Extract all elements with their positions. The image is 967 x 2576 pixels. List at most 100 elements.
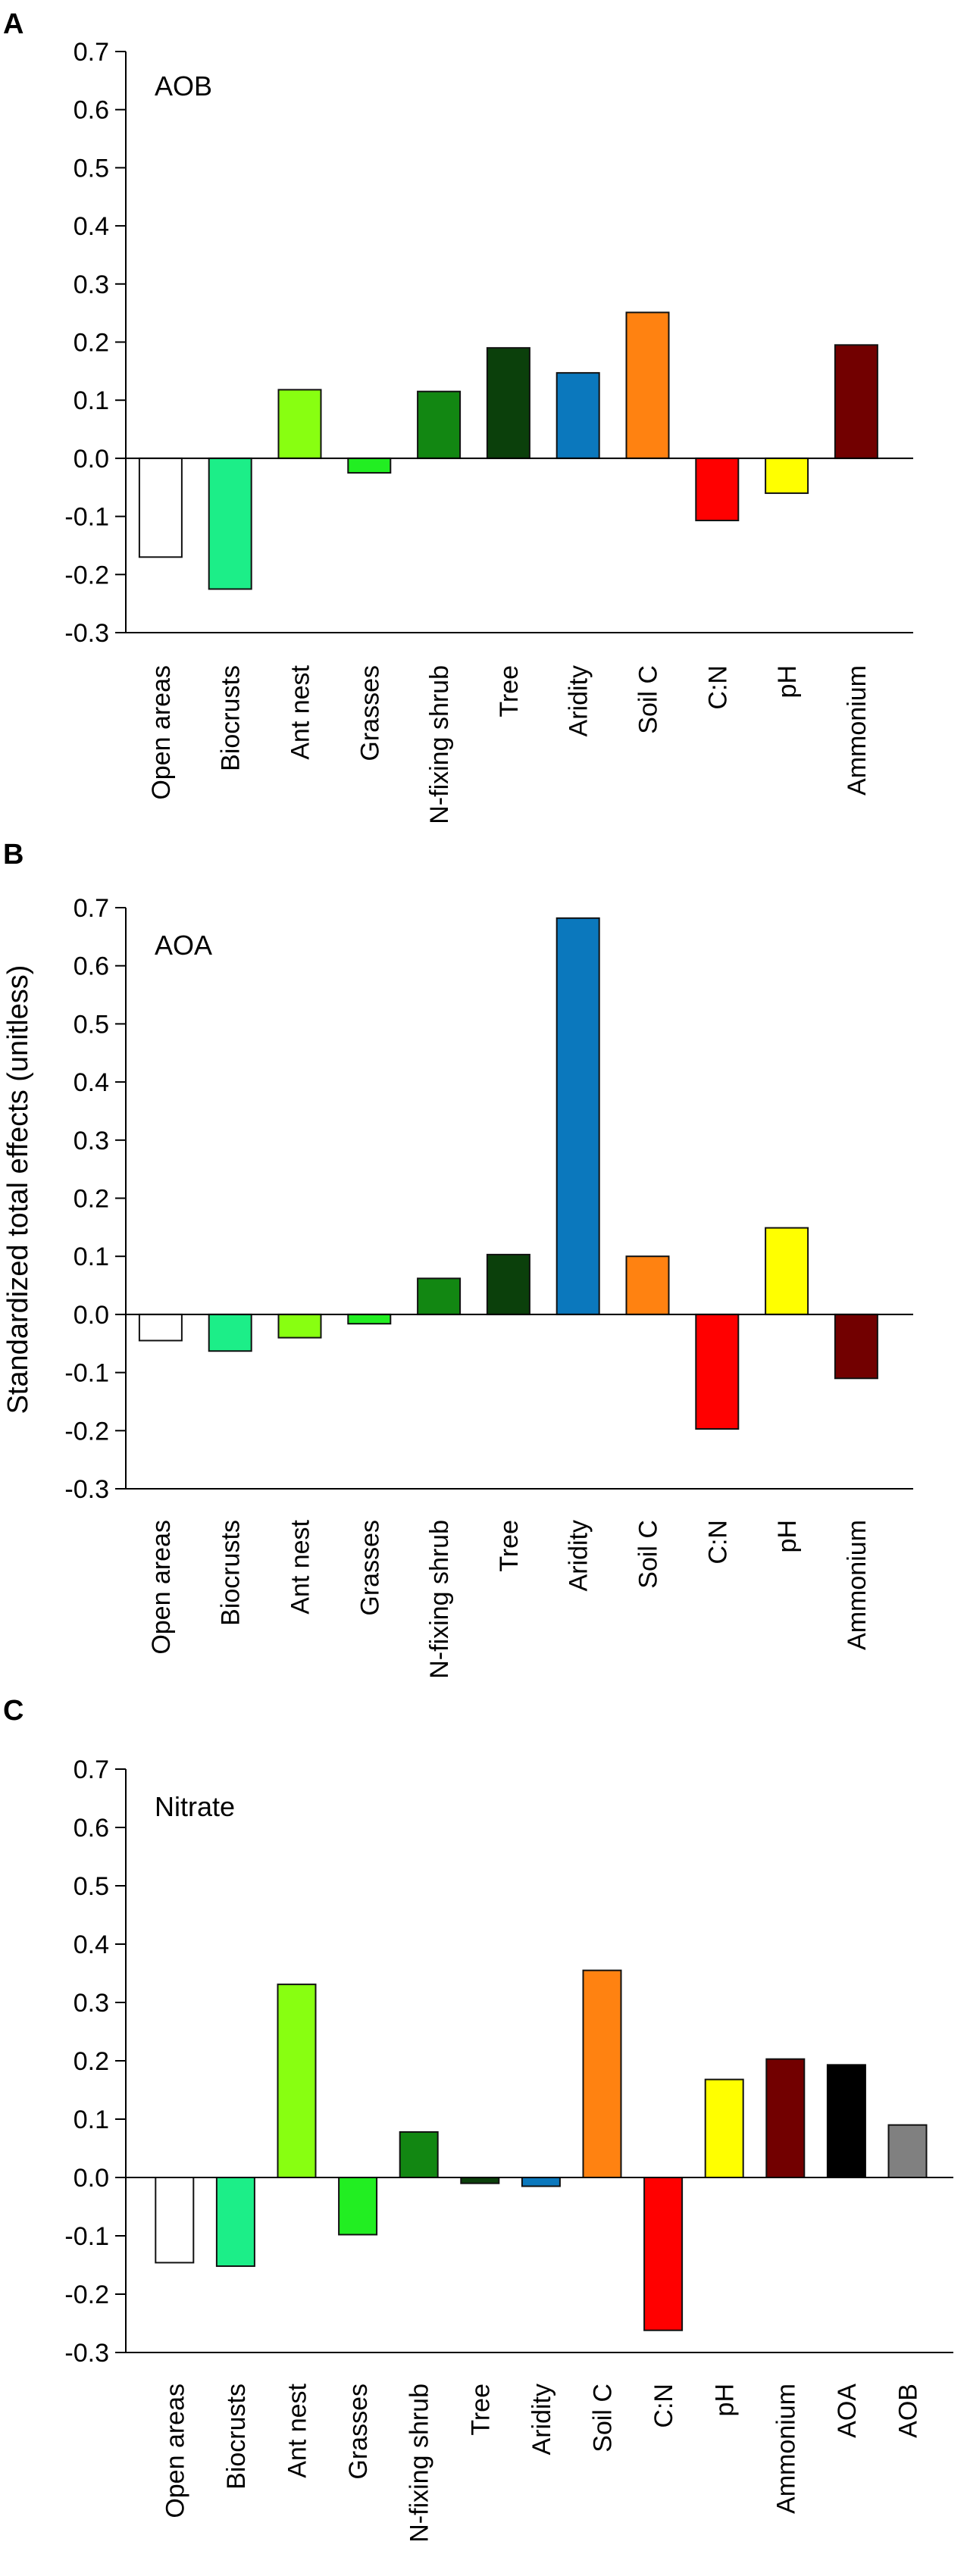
bar-grasses (347, 457, 392, 474)
bar-n-fixing-shrub (417, 1277, 462, 1315)
series-title: Nitrate (155, 1791, 235, 1822)
y-tick-label: 0.1 (74, 1243, 109, 1271)
category-label: AOA (833, 2384, 862, 2438)
y-tick-label: -0.2 (64, 1417, 109, 1446)
y-tick-label: 0.3 (74, 270, 109, 299)
category-label: Ant nest (286, 1519, 315, 1614)
y-tick-label: 0.2 (74, 1185, 109, 1214)
category-label: Open areas (147, 1520, 176, 1655)
category-label: Soil C (634, 1520, 663, 1589)
bar-open-areas (138, 1313, 183, 1342)
bar-tree (486, 1253, 530, 1315)
series-title: AOB (155, 70, 212, 102)
bar-ammonium (834, 1313, 878, 1380)
bar-grasses (338, 2177, 378, 2236)
y-tick-label: 0.5 (74, 1872, 109, 1901)
y-tick-label: 0.2 (74, 2047, 109, 2076)
y-tick-label: 0.7 (74, 894, 109, 923)
bar-soil-c (582, 1969, 622, 2178)
y-tick-label: 0.5 (74, 154, 109, 183)
category-label: C:N (703, 1520, 732, 1565)
y-tick-label: 0.0 (74, 1301, 109, 1330)
bar-tree (460, 2177, 500, 2184)
y-tick-label: -0.1 (64, 1359, 109, 1388)
bar-aoa (826, 2064, 866, 2178)
y-tick-label: -0.2 (64, 2281, 109, 2309)
category-label: Grasses (355, 1520, 384, 1616)
category-label: AOB (894, 2384, 923, 2438)
category-label: Aridity (527, 2384, 556, 2455)
category-label: Ant nest (283, 2383, 312, 2478)
category-label: N-fixing shrub (425, 665, 454, 824)
y-tick-label: -0.1 (64, 2222, 109, 2251)
category-label: Soil C (634, 665, 663, 734)
y-tick-label: 0.1 (74, 386, 109, 415)
bar-ammonium (834, 344, 878, 459)
bar-biocrusts (208, 457, 252, 590)
y-tick-label: 0.6 (74, 952, 109, 981)
category-label: Soil C (589, 2384, 618, 2453)
bar-ph (765, 457, 809, 494)
bar-ant-nest (277, 1313, 322, 1339)
shared-y-axis-label: Standardized total effects (unitless) (2, 965, 34, 1415)
bar-grasses (347, 1313, 392, 1325)
category-label: N-fixing shrub (405, 2384, 434, 2543)
bar-aridity (521, 2177, 561, 2187)
y-tick-label: 0.7 (74, 38, 109, 67)
category-label: C:N (649, 2384, 678, 2428)
y-tick-label: 0.4 (74, 212, 109, 241)
category-label: pH (773, 1520, 802, 1552)
bar-c-n (695, 1313, 740, 1430)
category-label: Aridity (565, 665, 593, 736)
bar-ph (765, 1227, 809, 1315)
category-label: Ammonium (843, 1520, 872, 1650)
y-tick-label: 0.4 (74, 1068, 109, 1097)
category-label: Open areas (161, 2384, 189, 2518)
bar-ant-nest (277, 389, 322, 459)
y-tick-label: 0.0 (74, 2164, 109, 2193)
y-tick-label: -0.3 (64, 619, 109, 648)
panel-letter-a: A (3, 8, 23, 40)
category-label: Biocrusts (222, 2384, 251, 2490)
category-label: pH (773, 665, 802, 698)
panel-letter-b: B (3, 839, 23, 871)
category-label: Ammonium (771, 2384, 800, 2514)
category-label: Biocrusts (217, 665, 246, 771)
y-tick-label: -0.3 (64, 2339, 109, 2368)
y-tick-label: 0.1 (74, 2106, 109, 2134)
bar-open-areas (155, 2177, 195, 2264)
category-label: Ammonium (843, 665, 872, 796)
series-title: AOA (155, 930, 212, 961)
category-label: Grasses (344, 2384, 373, 2480)
bar-ph (704, 2078, 744, 2178)
bar-soil-c (625, 311, 670, 459)
category-label: Tree (495, 665, 524, 717)
bar-open-areas (138, 457, 183, 558)
bar-ant-nest (277, 1984, 317, 2178)
category-label: Grasses (355, 665, 384, 761)
category-label: C:N (703, 665, 732, 710)
category-label: N-fixing shrub (425, 1520, 454, 1679)
bar-biocrusts (215, 2177, 255, 2268)
y-tick-label: 0.0 (74, 445, 109, 474)
y-tick-label: 0.4 (74, 1930, 109, 1959)
category-label: Biocrusts (217, 1520, 246, 1626)
bar-c-n (695, 457, 740, 521)
y-tick-label: 0.3 (74, 1989, 109, 2018)
category-label: Tree (495, 1520, 524, 1572)
category-label: Ant nest (286, 664, 315, 759)
bar-aob (887, 2124, 928, 2178)
panel-letter-c: C (3, 1695, 23, 1727)
bar-aridity (555, 917, 600, 1315)
y-tick-label: -0.3 (64, 1475, 109, 1504)
bar-soil-c (625, 1255, 670, 1315)
category-label: pH (711, 2384, 740, 2416)
y-tick-label: 0.6 (74, 1814, 109, 1843)
y-tick-label: -0.2 (64, 561, 109, 589)
y-tick-label: 0.3 (74, 1127, 109, 1155)
bar-tree (486, 347, 530, 459)
bar-n-fixing-shrub (417, 390, 462, 459)
y-tick-label: -0.1 (64, 503, 109, 532)
y-tick-label: 0.6 (74, 96, 109, 125)
